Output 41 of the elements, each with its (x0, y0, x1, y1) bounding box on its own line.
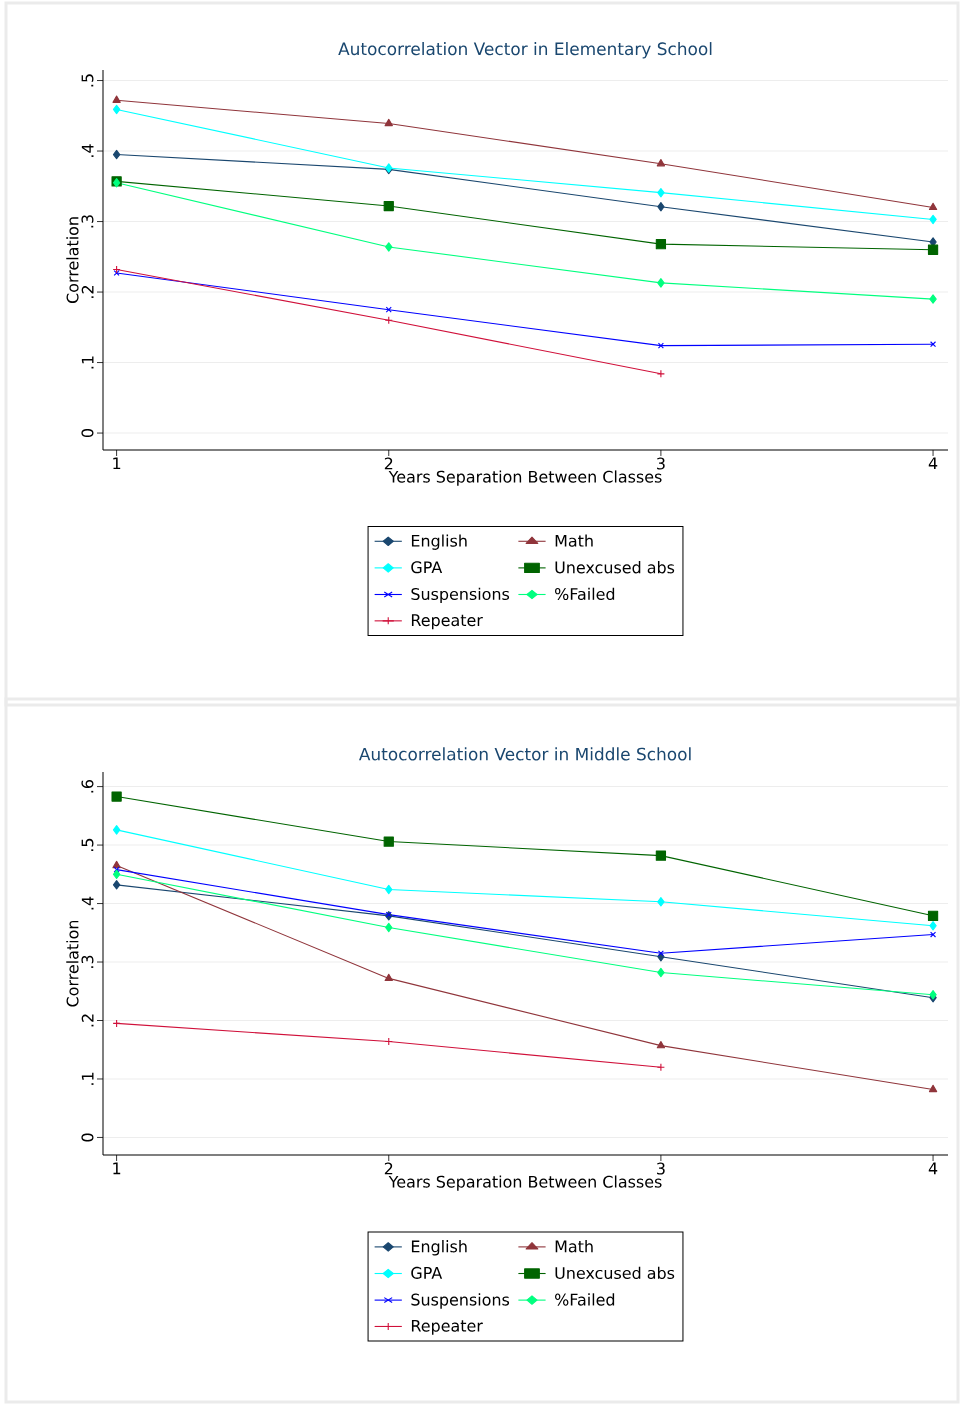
legend-label: %Failed (555, 1293, 615, 1306)
legend-label: English (411, 534, 467, 550)
y-tick-label: .1 (81, 356, 94, 369)
x-tick-label: 2 (384, 457, 393, 470)
y-tick-label: .5 (81, 74, 94, 87)
y-tick-label: .2 (81, 1014, 94, 1027)
legend-label: GPA (411, 561, 443, 574)
legend-label: %Failed (555, 587, 615, 601)
y-axis-title: Correlation (66, 920, 79, 1007)
legend-label: Repeater (411, 614, 483, 630)
x-axis-title: Years Separation Between Classes (388, 1175, 662, 1191)
legend-label: English (411, 1240, 467, 1256)
legend-label: GPA (411, 1266, 443, 1279)
legend-label: Unexcused abs (555, 561, 675, 574)
x-tick-label: 4 (928, 457, 938, 470)
y-tick-label: 0 (81, 1133, 94, 1142)
legend-label: Suspensions (411, 587, 510, 604)
legend-label: Suspensions (411, 1293, 510, 1309)
legend-label: Math (555, 534, 593, 547)
legend-label: Math (555, 1240, 593, 1253)
chart-title: Autocorrelation Vector in Middle School (358, 747, 691, 761)
x-axis-title: Years Separation Between Classes (388, 470, 662, 486)
x-tick-label: 2 (384, 1162, 393, 1175)
y-axis-title: Correlation (66, 217, 79, 304)
x-tick-label: 3 (657, 1162, 665, 1175)
x-tick-label: 1 (113, 457, 121, 470)
y-tick-label: .4 (81, 896, 94, 910)
legend-label: Repeater (411, 1319, 483, 1335)
y-tick-label: .4 (81, 144, 94, 157)
y-tick-label: .3 (81, 215, 94, 228)
x-tick-label: 1 (113, 1162, 121, 1175)
y-tick-label: .5 (81, 838, 94, 851)
chart-title: Autocorrelation Vector in Elementary School (338, 42, 712, 59)
y-tick-label: .1 (81, 1072, 94, 1085)
y-tick-label: .6 (81, 780, 94, 793)
x-tick-label: 3 (657, 457, 665, 470)
y-tick-label: .2 (81, 286, 94, 298)
y-tick-label: .3 (81, 955, 94, 968)
x-tick-label: 4 (928, 1162, 938, 1175)
y-tick-label: 0 (81, 429, 94, 438)
legend-label: Unexcused abs (555, 1266, 675, 1280)
